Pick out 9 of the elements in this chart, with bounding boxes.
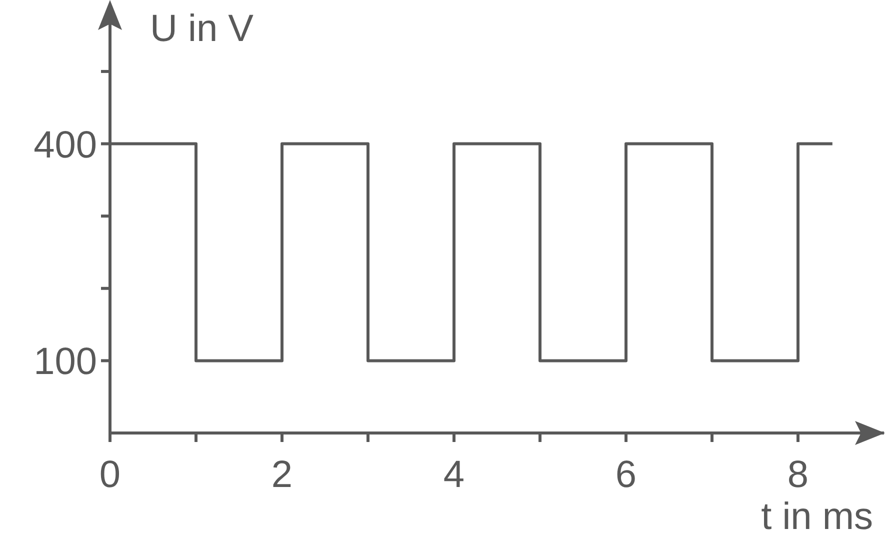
x-tick-label: 2 xyxy=(271,454,293,496)
x-axis-title: t in ms xyxy=(761,496,873,539)
y-tick-label: 100 xyxy=(34,341,97,384)
x-tick-label: 8 xyxy=(787,454,809,496)
y-tick-label: 400 xyxy=(34,124,97,166)
x-tick-label: 0 xyxy=(99,454,121,496)
y-axis-title: U in V xyxy=(150,8,254,51)
x-tick-label: 4 xyxy=(443,454,465,496)
x-tick-label: 6 xyxy=(615,454,637,496)
